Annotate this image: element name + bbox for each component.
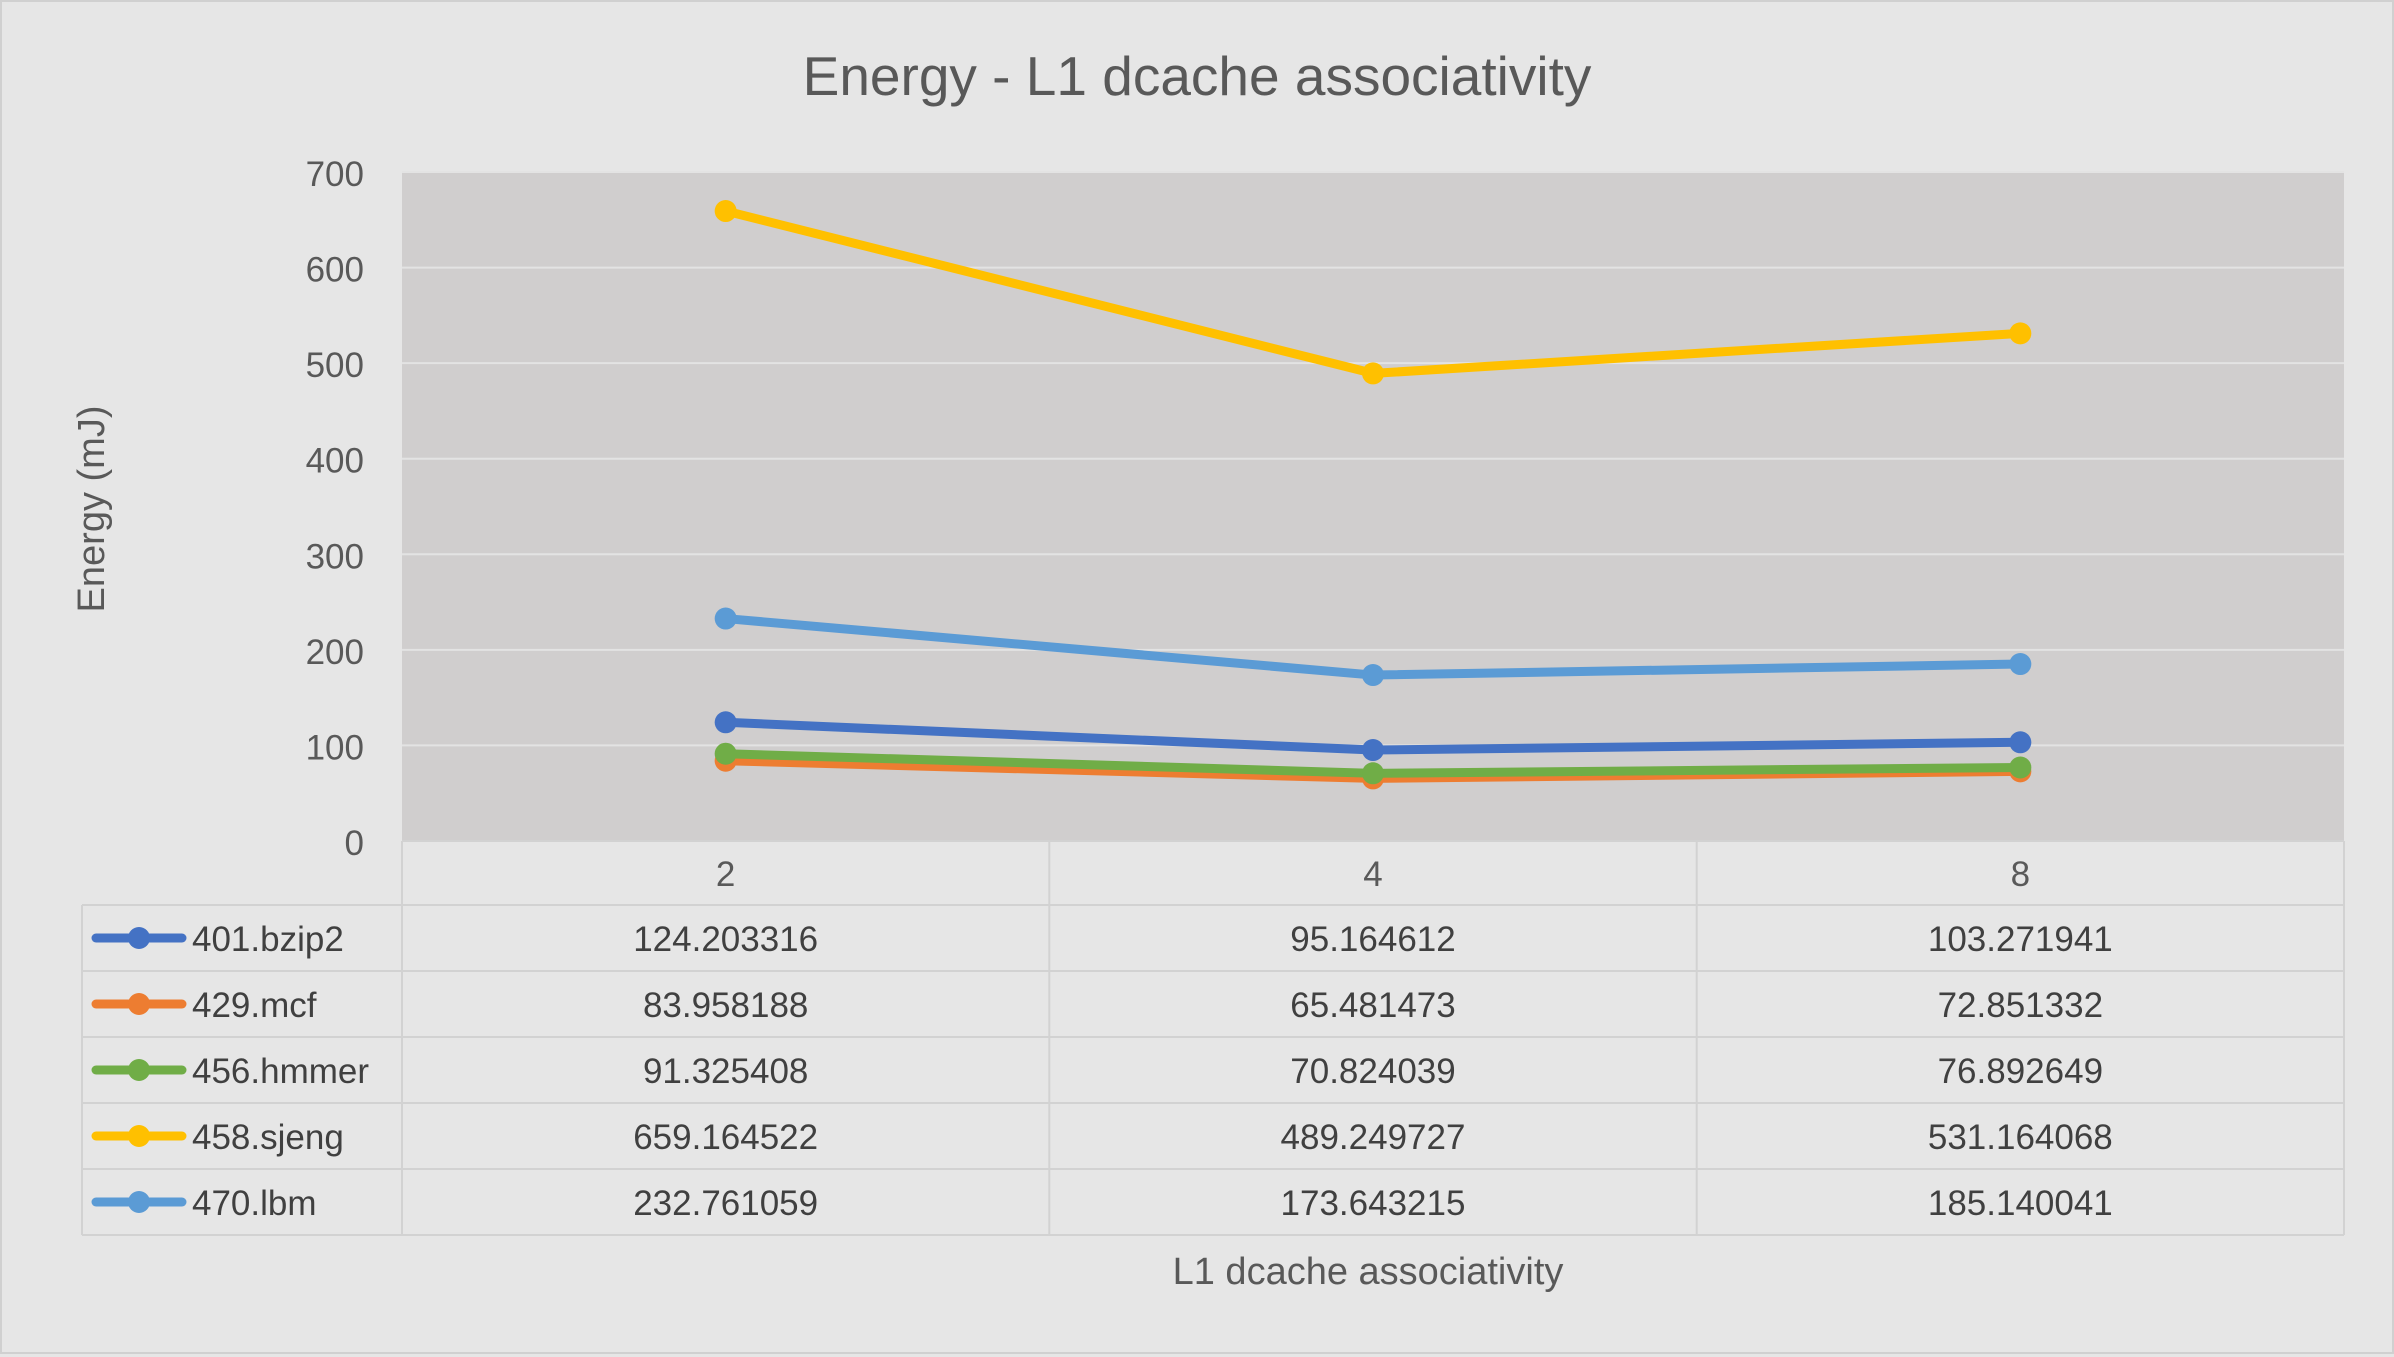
data-label: 185.140041 — [1928, 1184, 2113, 1223]
x-category-label: 2 — [716, 855, 735, 894]
y-tick-label: 600 — [306, 251, 364, 290]
x-category-label: 4 — [1363, 855, 1382, 894]
data-point-470.lbm — [1362, 664, 1384, 687]
x-category-label: 8 — [2011, 855, 2030, 894]
legend-marker-429.mcf — [128, 993, 150, 1015]
data-point-458.sjeng — [2009, 322, 2032, 345]
data-label: 531.164068 — [1928, 1118, 2113, 1157]
data-point-470.lbm — [714, 607, 737, 630]
data-point-401.bzip2 — [714, 711, 737, 734]
legend-marker-470.lbm — [128, 1191, 150, 1213]
legend-entry-458.sjeng: 458.sjeng — [192, 1118, 344, 1157]
y-axis-label: Energy (mJ) — [71, 406, 113, 613]
data-point-456.hmmer — [2009, 756, 2032, 779]
y-tick-label: 300 — [306, 537, 364, 576]
y-tick-label: 400 — [306, 442, 364, 481]
data-point-401.bzip2 — [2009, 731, 2032, 754]
data-point-458.sjeng — [1362, 362, 1384, 385]
legend-entry-470.lbm: 470.lbm — [192, 1184, 317, 1223]
data-label: 103.271941 — [1928, 920, 2113, 959]
data-label: 232.761059 — [633, 1184, 818, 1223]
data-label: 124.203316 — [633, 920, 818, 959]
data-point-456.hmmer — [714, 742, 737, 765]
data-label: 173.643215 — [1281, 1184, 1466, 1223]
data-label: 76.892649 — [1938, 1052, 2103, 1091]
chart-title: Energy - L1 dcache associativity — [803, 45, 1592, 107]
data-label: 70.824039 — [1290, 1052, 1455, 1091]
legend-marker-458.sjeng — [128, 1125, 150, 1147]
y-tick-label: 500 — [306, 346, 364, 385]
data-label: 91.325408 — [643, 1052, 808, 1091]
data-point-456.hmmer — [1362, 762, 1384, 785]
y-tick-label: 100 — [306, 728, 364, 767]
data-label: 72.851332 — [1938, 986, 2103, 1025]
data-point-470.lbm — [2009, 653, 2032, 676]
y-tick-label: 700 — [306, 155, 364, 194]
legend-entry-456.hmmer: 456.hmmer — [192, 1052, 369, 1091]
y-tick-label: 200 — [306, 633, 364, 672]
data-label: 65.481473 — [1290, 986, 1455, 1025]
legend-marker-401.bzip2 — [128, 927, 150, 949]
data-label: 489.249727 — [1281, 1118, 1466, 1157]
data-point-401.bzip2 — [1362, 739, 1384, 762]
x-axis-label: L1 dcache associativity — [1173, 1251, 1564, 1293]
data-point-458.sjeng — [714, 200, 737, 223]
data-label: 83.958188 — [643, 986, 808, 1025]
data-label: 95.164612 — [1290, 920, 1455, 959]
legend-marker-456.hmmer — [128, 1059, 150, 1081]
legend-entry-429.mcf: 429.mcf — [192, 986, 317, 1025]
data-label: 659.164522 — [633, 1118, 818, 1157]
y-tick-label: 0 — [345, 824, 364, 863]
legend-entry-401.bzip2: 401.bzip2 — [192, 920, 344, 959]
data-table: 2 4 8 401.bzip2 124.203316 95.164612 103.27194… — [81, 840, 2345, 1236]
plot-area: 0 100 200 300 400 500 600 700 — [306, 155, 2344, 863]
